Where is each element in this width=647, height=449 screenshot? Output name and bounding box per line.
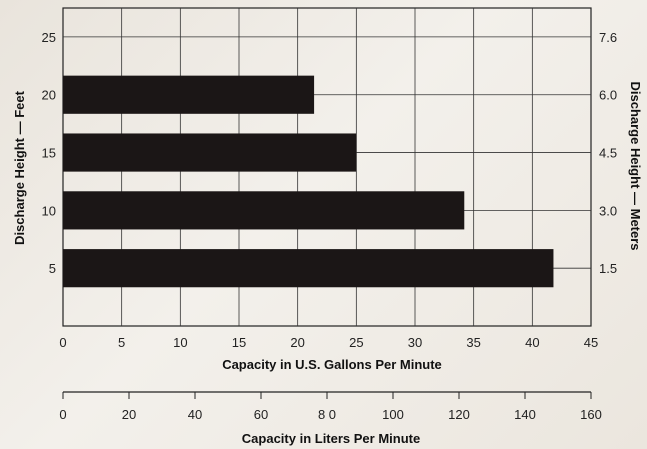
secondary-tick-label: 160 (580, 407, 602, 422)
y-tick-label-left: 25 (42, 30, 56, 45)
x-tick-label: 35 (466, 335, 480, 350)
bar (63, 133, 357, 172)
bar (63, 191, 465, 230)
secondary-x-axis: 0 20 40 60 8 0 100 120 140 160 (59, 391, 602, 422)
y-tick-label-left: 15 (42, 146, 56, 161)
secondary-tick-label: 40 (188, 407, 202, 422)
bars (63, 75, 554, 288)
x-tick-label: 25 (349, 335, 363, 350)
y-tick-label-right: 3.0 (599, 203, 617, 218)
secondary-tick-label: 20 (122, 407, 136, 422)
y-axis-left-title: Discharge Height — Feet (12, 90, 27, 245)
secondary-tick-label: 0 (59, 407, 66, 422)
x-tick-label: 30 (408, 335, 422, 350)
y-tick-label-right: 4.5 (599, 146, 617, 161)
y-axis-right: 1.5 3.0 4.5 6.0 7.6 (599, 30, 617, 276)
y-tick-label-left: 5 (49, 261, 56, 276)
x-tick-label: 40 (525, 335, 539, 350)
y-axis-left: 5 10 15 20 25 (42, 30, 56, 276)
bar (63, 75, 315, 114)
y-tick-label-left: 20 (42, 88, 56, 103)
secondary-tick-label: 120 (448, 407, 470, 422)
y-tick-label-left: 10 (42, 203, 56, 218)
x-axis-ticks: 0 5 10 15 20 25 30 35 40 45 (59, 335, 598, 350)
x-tick-label: 0 (59, 335, 66, 350)
y-axis-right-title: Discharge Height — Meters (628, 81, 643, 250)
secondary-tick-label: 140 (514, 407, 536, 422)
y-tick-label-right: 7.6 (599, 30, 617, 45)
secondary-tick-label: 60 (254, 407, 268, 422)
y-tick-label-right: 1.5 (599, 261, 617, 276)
bar (63, 249, 554, 288)
x-tick-label: 10 (173, 335, 187, 350)
secondary-x-axis-title: Capacity in Liters Per Minute (242, 431, 420, 446)
x-tick-label: 45 (584, 335, 598, 350)
x-tick-label: 15 (232, 335, 246, 350)
y-tick-label-right: 6.0 (599, 88, 617, 103)
x-axis-title: Capacity in U.S. Gallons Per Minute (222, 357, 442, 372)
secondary-tick-label: 8 0 (318, 407, 336, 422)
secondary-tick-label: 100 (382, 407, 404, 422)
x-tick-label: 5 (118, 335, 125, 350)
x-tick-label: 20 (290, 335, 304, 350)
